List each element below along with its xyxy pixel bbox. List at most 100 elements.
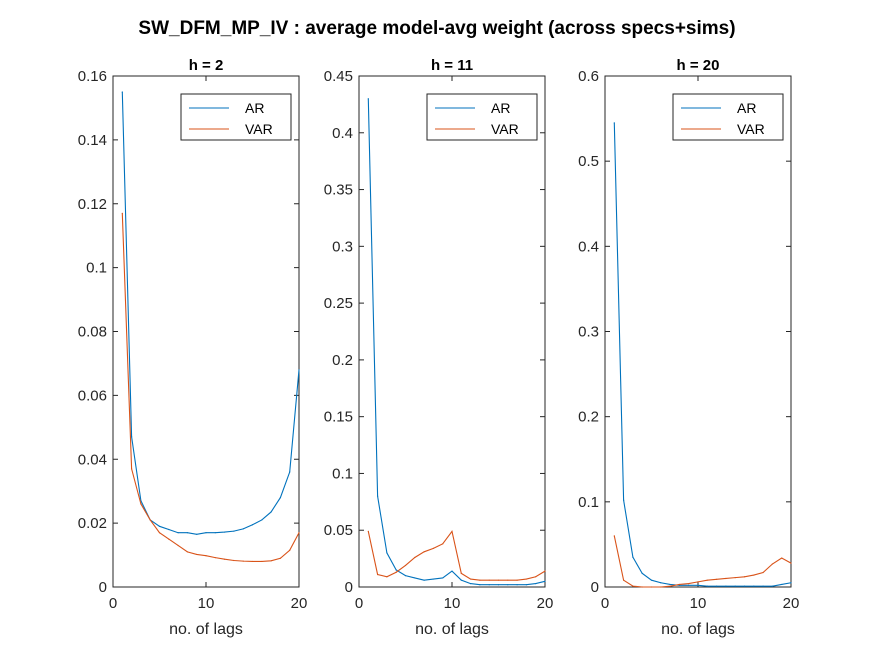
x-tick-label: 20 [291, 595, 308, 612]
data-point-var [725, 577, 727, 580]
data-point-var [479, 579, 481, 581]
x-tick-label: 20 [537, 595, 554, 612]
data-point-var [781, 557, 783, 559]
data-point-ar [442, 577, 444, 579]
y-tick-label: 0.4 [332, 125, 353, 142]
data-point-ar [386, 552, 388, 554]
data-point-ar [423, 579, 425, 581]
figure-title: SW_DFM_MP_IV : average model-avg weight … [138, 18, 735, 39]
subplot-title: h = 11 [431, 57, 473, 74]
data-point-ar [743, 585, 746, 587]
subplot-1: h = 2 0 0.02 0.04 0.06 0.08 0.1 0.12 0.14 0.16 0 10… [78, 57, 308, 638]
data-point-ar [205, 532, 207, 534]
y-tick-label: 0 [591, 579, 599, 596]
data-point-ar [177, 532, 179, 534]
data-point-var [613, 535, 615, 537]
y-tick-label: 0.08 [78, 324, 107, 341]
data-point-ar [196, 533, 198, 535]
data-point-var [261, 560, 263, 563]
data-point-var [762, 571, 764, 574]
data-point-ar [432, 578, 434, 580]
series-line-ar [121, 91, 300, 535]
x-tick-label: 10 [690, 595, 707, 612]
data-point-var [414, 556, 416, 559]
legend: AR VAR [672, 93, 784, 141]
data-point-ar [623, 499, 625, 501]
subplot-3: h = 20 0 0.1 0.2 0.3 0.4 0.5 0.6 0 10 20 no. of lag… [578, 57, 799, 638]
data-point-ar [525, 584, 528, 586]
data-point-var [168, 538, 170, 540]
y-tick-label: 0.1 [578, 494, 599, 511]
data-point-ar [233, 530, 235, 532]
x-tick-label: 0 [109, 595, 117, 612]
legend-label-var: VAR [491, 121, 519, 137]
data-point-var [734, 577, 736, 579]
x-tick-label: 10 [444, 595, 461, 612]
data-point-ar [470, 582, 472, 585]
data-point-ar [507, 584, 509, 586]
y-tick-label: 0.02 [78, 515, 107, 532]
axes-box [604, 75, 792, 588]
data-point-var [753, 574, 755, 576]
x-axis-label: no. of lags [169, 621, 243, 638]
data-point-var [790, 562, 792, 564]
data-point-var [771, 563, 774, 565]
subplot-title: h = 20 [677, 57, 720, 74]
data-point-ar [516, 584, 518, 586]
data-point-var [544, 570, 546, 572]
data-point-ar [535, 582, 537, 585]
data-point-var [149, 519, 151, 521]
data-point-var [716, 578, 718, 580]
legend-label-var: VAR [245, 121, 273, 137]
legend-label-ar: AR [245, 100, 264, 116]
data-point-ar [367, 98, 369, 100]
data-point-var [688, 582, 690, 585]
legend: AR VAR [180, 93, 292, 141]
data-point-var [525, 578, 528, 580]
data-point-ar [377, 495, 379, 497]
y-tick-label: 0.15 [324, 409, 353, 426]
y-tick-label: 0.3 [578, 324, 599, 341]
data-point-var [669, 585, 671, 587]
data-point-var [632, 585, 634, 587]
x-tick-label: 0 [355, 595, 363, 612]
data-point-var [140, 503, 142, 505]
data-point-ar [404, 575, 407, 577]
axes-box [358, 75, 546, 588]
data-point-var [279, 557, 281, 559]
data-point-ar [414, 577, 416, 579]
series-line-var [613, 535, 792, 588]
data-point-ar [451, 570, 453, 572]
data-point-var [743, 576, 746, 578]
subplot-2: h = 11 0 0.05 0.1 0.15 0.2 0.25 0.3 0.35 0.4 0.45 0… [324, 57, 554, 638]
data-point-ar [168, 528, 170, 531]
data-point-ar [270, 511, 272, 513]
data-point-ar [460, 579, 462, 581]
y-tick-label: 0.25 [324, 295, 353, 312]
y-tick-label: 0.2 [578, 409, 599, 426]
y-tick-label: 0 [345, 579, 353, 596]
data-point-ar [279, 496, 281, 499]
data-point-ar [488, 584, 490, 586]
x-axis-label: no. of lags [415, 621, 489, 638]
data-point-ar [479, 584, 481, 586]
data-point-var [131, 468, 133, 470]
data-point-ar [753, 585, 755, 587]
data-point-ar [688, 584, 690, 586]
y-tick-label: 0.05 [324, 522, 353, 539]
y-tick-label: 0.5 [578, 153, 599, 170]
data-point-ar [762, 585, 764, 587]
data-point-var [214, 557, 216, 559]
data-point-ar [224, 531, 226, 533]
data-point-ar [186, 532, 188, 534]
data-point-ar [790, 582, 792, 584]
y-tick-label: 0.06 [78, 387, 107, 404]
data-point-var [395, 571, 397, 573]
data-point-var [377, 573, 379, 576]
axes-box [112, 75, 300, 588]
y-tick-label: 0.1 [86, 260, 107, 277]
data-point-ar [544, 580, 546, 582]
data-point-ar [497, 584, 500, 586]
